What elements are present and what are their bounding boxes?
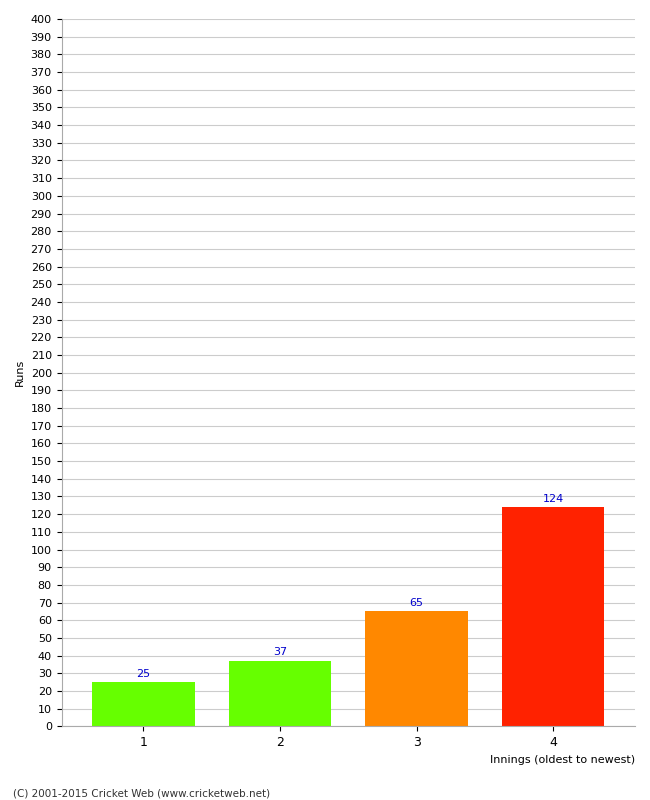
Text: (C) 2001-2015 Cricket Web (www.cricketweb.net): (C) 2001-2015 Cricket Web (www.cricketwe… — [13, 788, 270, 798]
Text: 25: 25 — [136, 669, 151, 678]
Bar — [229, 661, 332, 726]
Y-axis label: Runs: Runs — [15, 359, 25, 386]
Bar — [502, 507, 604, 726]
X-axis label: Innings (oldest to newest): Innings (oldest to newest) — [490, 754, 635, 765]
Bar — [365, 611, 468, 726]
Bar — [92, 682, 194, 726]
Text: 65: 65 — [410, 598, 424, 608]
Text: 124: 124 — [543, 494, 564, 503]
Text: 37: 37 — [273, 647, 287, 658]
